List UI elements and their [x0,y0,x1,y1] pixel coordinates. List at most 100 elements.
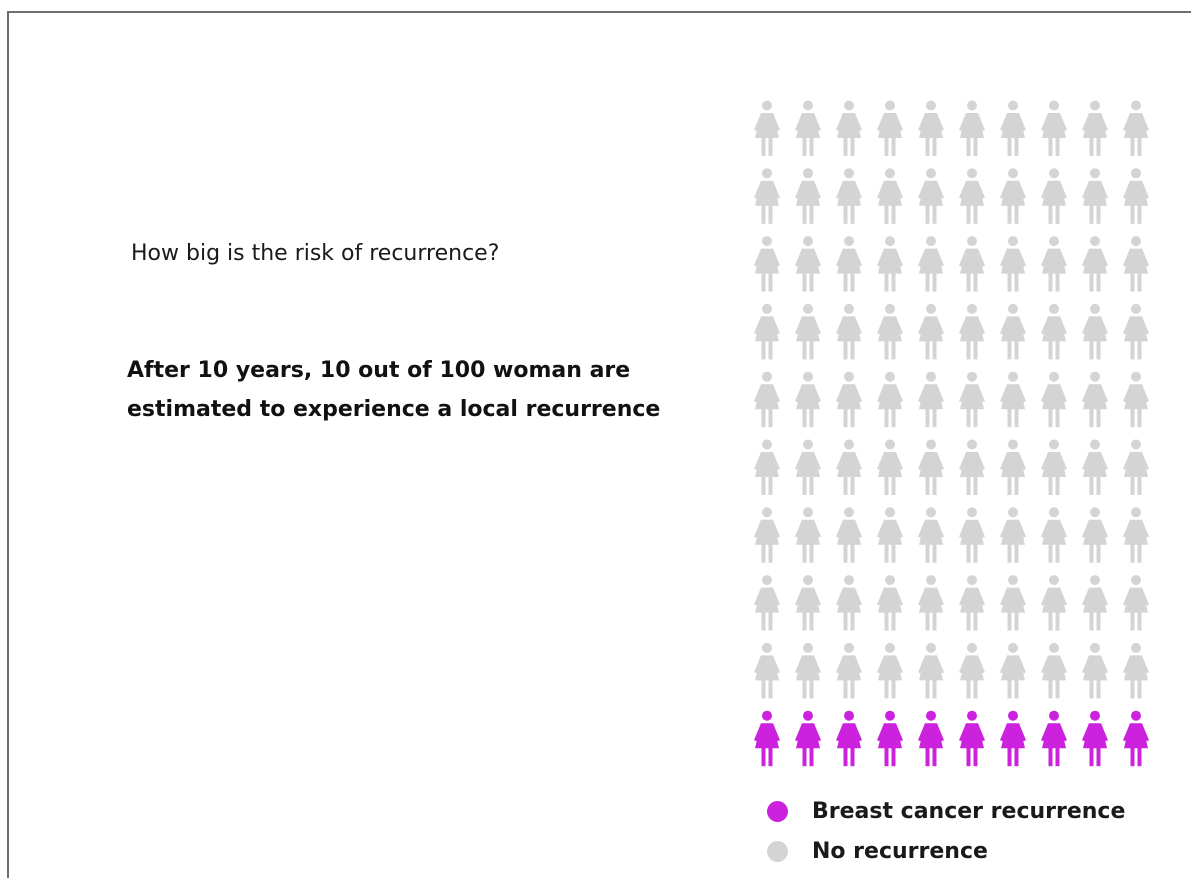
woman-icon-no-recurrence [877,371,903,428]
woman-icon-no-recurrence [1041,507,1067,563]
woman-icon-no-recurrence [1041,303,1067,360]
woman-icon-no-recurrence [918,371,944,428]
woman-icon-no-recurrence [795,303,821,360]
woman-icon-no-recurrence [959,236,985,292]
woman-icon-no-recurrence [1000,439,1026,495]
woman-icon-no-recurrence [1082,642,1108,699]
woman-icon-no-recurrence [1082,507,1108,563]
woman-icon-no-recurrence [1082,168,1108,224]
legend: Breast cancer recurrence No recurrence [767,791,1125,871]
woman-icon-no-recurrence [959,642,985,699]
woman-icon-no-recurrence [1041,439,1067,495]
woman-icon-no-recurrence [1123,168,1149,224]
woman-icon-no-recurrence [754,439,780,495]
woman-icon-no-recurrence [1000,507,1026,563]
woman-icon-no-recurrence [754,575,780,631]
woman-icon-no-recurrence [836,575,862,631]
woman-icon-no-recurrence [918,100,944,156]
woman-icon-no-recurrence [836,303,862,360]
woman-icon-no-recurrence [877,100,903,156]
woman-icon-no-recurrence [836,371,862,428]
woman-icon-no-recurrence [1082,100,1108,156]
woman-icon-no-recurrence [1000,371,1026,428]
woman-icon-no-recurrence [795,371,821,428]
woman-icon-recurrence [1123,710,1149,767]
woman-icon-recurrence [1000,710,1026,767]
woman-icon-no-recurrence [877,575,903,631]
woman-icon-no-recurrence [1082,439,1108,495]
woman-icon-no-recurrence [1082,236,1108,292]
woman-icon-no-recurrence [918,507,944,563]
woman-icon-no-recurrence [959,575,985,631]
woman-icon-no-recurrence [1123,236,1149,292]
woman-icon-no-recurrence [754,236,780,292]
woman-icon-no-recurrence [836,642,862,699]
woman-icon-no-recurrence [918,168,944,224]
slide-frame: How big is the risk of recurrence? After… [7,11,1191,878]
woman-icon-recurrence [754,710,780,767]
woman-icon-no-recurrence [1123,303,1149,360]
woman-icon-no-recurrence [918,236,944,292]
woman-icon-no-recurrence [1041,575,1067,631]
woman-icon-no-recurrence [1123,100,1149,156]
woman-icon-no-recurrence [836,100,862,156]
woman-icon-no-recurrence [1041,371,1067,428]
woman-icon-no-recurrence [1000,100,1026,156]
woman-icon-no-recurrence [877,439,903,495]
woman-icon-no-recurrence [959,507,985,563]
woman-icon-no-recurrence [1000,168,1026,224]
question-text: How big is the risk of recurrence? [131,241,500,266]
woman-icon-no-recurrence [877,642,903,699]
woman-icon-no-recurrence [754,168,780,224]
woman-icon-recurrence [877,710,903,767]
woman-icon-recurrence [1041,710,1067,767]
woman-icon-no-recurrence [754,642,780,699]
woman-icon-recurrence [1082,710,1108,767]
woman-icon-no-recurrence [795,507,821,563]
woman-icon-no-recurrence [1000,575,1026,631]
woman-icon-recurrence [918,710,944,767]
woman-icon-no-recurrence [836,507,862,563]
woman-icon-no-recurrence [836,439,862,495]
woman-icon-recurrence [795,710,821,767]
woman-icon-no-recurrence [754,303,780,360]
legend-item-no-recurrence: No recurrence [767,831,1125,871]
legend-label-recurrence: Breast cancer recurrence [812,798,1126,824]
woman-icon-no-recurrence [795,642,821,699]
woman-icon-no-recurrence [1123,642,1149,699]
woman-icon-no-recurrence [1123,575,1149,631]
legend-item-recurrence: Breast cancer recurrence [767,791,1125,831]
woman-icon-recurrence [836,710,862,767]
woman-icon-no-recurrence [1082,575,1108,631]
woman-icon-recurrence [959,710,985,767]
icon-array-chart [754,100,1149,767]
woman-icon-no-recurrence [795,236,821,292]
woman-icon-no-recurrence [836,236,862,292]
woman-icon-no-recurrence [918,303,944,360]
woman-icon-no-recurrence [959,168,985,224]
statement-text: After 10 years, 10 out of 100 woman are … [127,358,661,422]
legend-swatch-recurrence [767,800,788,822]
woman-icon-no-recurrence [754,100,780,156]
legend-label-no-recurrence: No recurrence [812,838,988,864]
woman-icon-no-recurrence [1000,303,1026,360]
legend-swatch-no-recurrence [767,840,788,862]
woman-icon-no-recurrence [1041,100,1067,156]
woman-icon-no-recurrence [1082,303,1108,360]
woman-icon-no-recurrence [1000,642,1026,699]
woman-icon-no-recurrence [918,575,944,631]
woman-icon-no-recurrence [795,439,821,495]
woman-icon-no-recurrence [877,236,903,292]
woman-icon-no-recurrence [1123,507,1149,563]
woman-icon-no-recurrence [877,303,903,360]
woman-icon-no-recurrence [959,100,985,156]
woman-icon-no-recurrence [1041,168,1067,224]
woman-icon-no-recurrence [877,168,903,224]
woman-icon-no-recurrence [918,439,944,495]
woman-icon-no-recurrence [795,100,821,156]
woman-icon-no-recurrence [1041,236,1067,292]
woman-icon-no-recurrence [754,371,780,428]
woman-icon-no-recurrence [795,575,821,631]
woman-icon-no-recurrence [1123,439,1149,495]
woman-icon-no-recurrence [959,371,985,428]
